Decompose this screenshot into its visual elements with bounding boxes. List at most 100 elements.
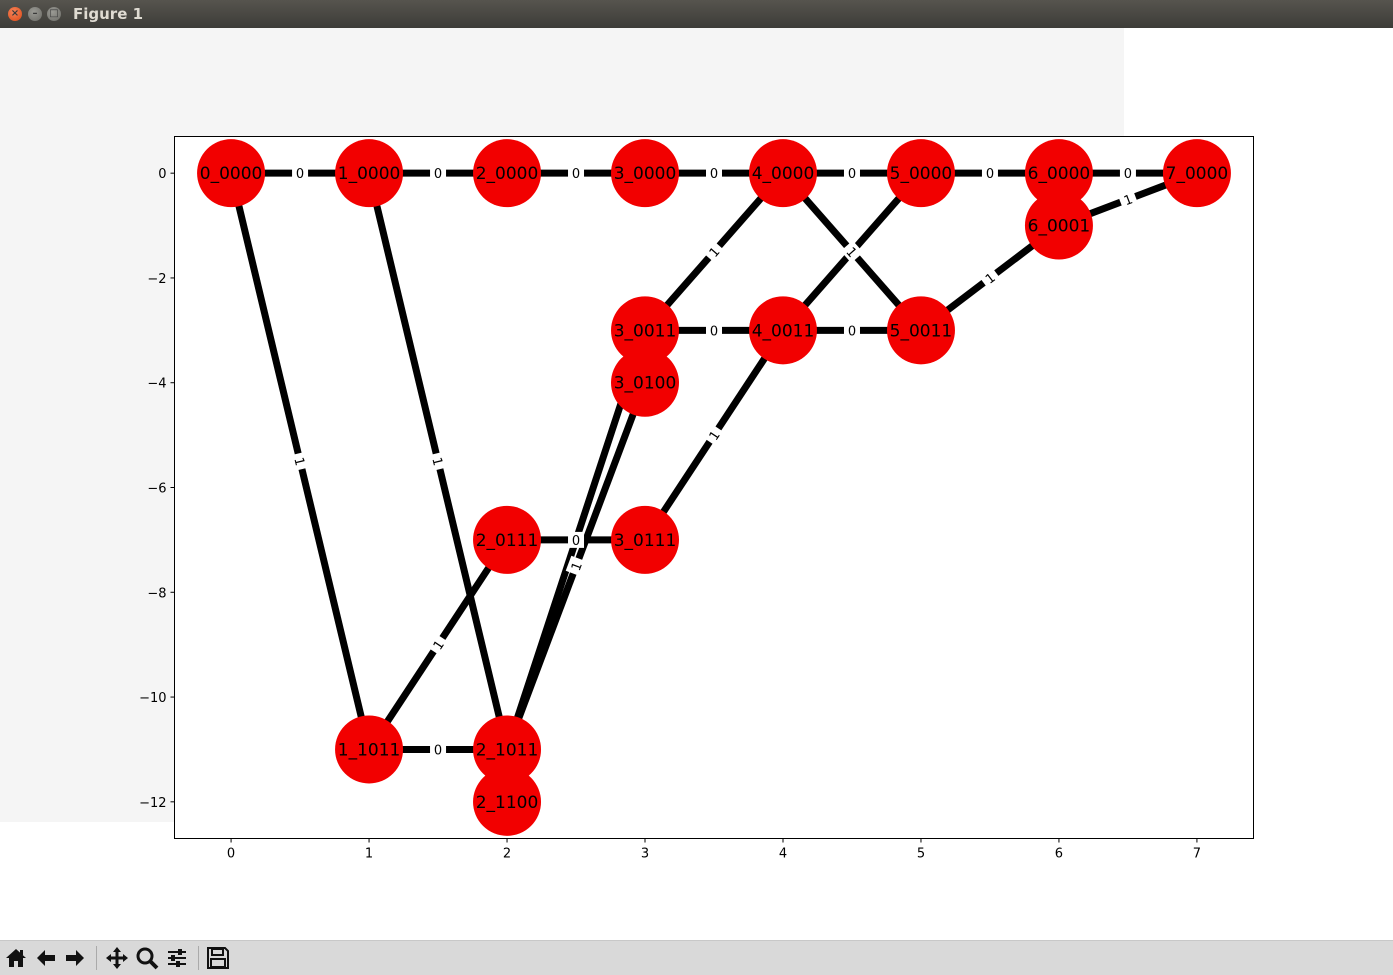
- configure-subplots-icon: [168, 949, 186, 967]
- x-tick-label: 2: [503, 847, 511, 862]
- edge-label-group: 0: [706, 322, 722, 339]
- graph-node: [473, 767, 542, 836]
- graph-node: [611, 505, 680, 574]
- network-graph-chart: 0 1 2 3 4 5 6 7 0 −2 −4 −6 −8 −10 −12 0 0 0 0 0 0 0 1 1 0 1 0 1 1 0 1…: [0, 28, 1254, 862]
- y-tick-label: −4: [147, 377, 166, 392]
- home-icon: [6, 949, 26, 967]
- edge-label-background: [843, 322, 860, 339]
- close-icon: ×: [10, 8, 20, 19]
- edge-label-group: 1: [565, 555, 587, 577]
- figure-canvas[interactable]: 0 1 2 3 4 5 6 7 0 −2 −4 −6 −8 −10 −12 0 0 0 0 0 0 0 1 1 0 1 0 1 1 0 1…: [0, 28, 1393, 940]
- node-label: 7_0000: [1166, 164, 1229, 184]
- y-tick-label: −2: [147, 272, 166, 287]
- node-label: 0_0000: [200, 164, 263, 184]
- edge-label-background: [706, 165, 722, 182]
- window-title: Figure 1: [73, 5, 144, 23]
- node-label: 6_0001: [1028, 217, 1091, 237]
- edge-label-group: 0: [430, 165, 447, 182]
- zoom-button[interactable]: [134, 945, 160, 971]
- edge-label-group: 0: [568, 531, 585, 549]
- edge-label: 0: [572, 167, 580, 182]
- node-label: 2_0111: [476, 531, 539, 551]
- edge-label-background: [428, 451, 448, 471]
- graph-edge-labels: 0 0 0 0 0 0 0 1 1 0 1 0 1 1 0 1 0 1 1 1: [290, 165, 1139, 758]
- graph-node: [197, 139, 266, 208]
- configure-subplots-button[interactable]: [164, 945, 190, 971]
- forward-button[interactable]: [62, 945, 88, 971]
- toolbar-separator: [198, 946, 199, 970]
- x-tick-label: 3: [641, 847, 649, 862]
- pan-button[interactable]: [104, 945, 130, 971]
- node-label: 2_1100: [476, 793, 539, 813]
- edge-label-background: [430, 165, 447, 182]
- edge-label: 0: [1124, 167, 1132, 182]
- edge-label-group: 1: [702, 240, 726, 264]
- node-label: 2_1011: [476, 740, 539, 760]
- graph-node: [748, 139, 817, 208]
- edge-label-background: [702, 424, 726, 447]
- graph-node: [748, 296, 817, 365]
- close-window-button[interactable]: ×: [8, 7, 22, 21]
- graph-node: [473, 139, 542, 208]
- edge-label-group: 0: [568, 165, 585, 182]
- edge-label-background: [1117, 189, 1139, 210]
- edge-label-group: 0: [430, 741, 447, 758]
- node-label: 3_0100: [614, 374, 677, 394]
- edge-label-background: [290, 451, 310, 471]
- graph-node: [611, 139, 680, 208]
- y-tick-label: −6: [147, 482, 166, 497]
- edge-label: 0: [434, 167, 442, 182]
- x-tick-label: 6: [1055, 847, 1063, 862]
- back-button[interactable]: [33, 945, 59, 971]
- edge-label-background: [706, 322, 722, 339]
- y-tick-label: 0: [158, 167, 166, 182]
- graph-node: [886, 296, 955, 365]
- node-label: 4_0011: [752, 321, 815, 341]
- window-titlebar: × – □ Figure 1: [0, 0, 1393, 28]
- edge-label: 0: [986, 167, 994, 182]
- graph-node: [611, 296, 680, 365]
- edge-label-background: [430, 741, 447, 758]
- home-button[interactable]: [3, 945, 29, 971]
- x-tick-label: 1: [365, 847, 373, 862]
- edge-label-group: 1: [1117, 189, 1139, 210]
- graph-node: [335, 715, 404, 784]
- edge-label: 0: [848, 324, 856, 339]
- y-tick-label: −12: [139, 796, 166, 811]
- graph-node: [473, 505, 542, 574]
- graph-nodes: 0_0000 1_0000 2_0000 3_0000 4_0000 5_0000 6_00…: [197, 139, 1231, 836]
- minimize-window-button[interactable]: –: [28, 7, 42, 21]
- node-label: 5_0000: [890, 164, 953, 184]
- graph-node: [1024, 191, 1093, 260]
- back-arrow-icon: [37, 950, 55, 966]
- maximize-window-button[interactable]: □: [47, 7, 61, 21]
- edge-label-group: 0: [843, 165, 860, 182]
- edge-label-background: [978, 266, 1002, 290]
- edge-label: 1: [290, 456, 307, 468]
- edge-label-group: 0: [1119, 165, 1136, 182]
- edge-label: 0: [572, 534, 580, 549]
- graph-node: [1162, 139, 1231, 208]
- node-label: 3_0111: [614, 531, 677, 551]
- edge-label-group: 1: [978, 266, 1002, 290]
- edge-label: 0: [434, 743, 442, 758]
- graph-node: [886, 139, 955, 208]
- node-label: 3_0000: [614, 164, 677, 184]
- axis-ticks: 0 1 2 3 4 5 6 7 0 −2 −4 −6 −8 −10 −12: [139, 167, 1201, 861]
- node-label: 1_0000: [338, 164, 401, 184]
- forward-arrow-icon: [66, 950, 84, 966]
- x-tick-label: 4: [779, 847, 787, 862]
- pan-icon: [106, 947, 128, 969]
- node-label: 3_0011: [614, 321, 677, 341]
- save-button[interactable]: [205, 945, 231, 971]
- edge-label-group: 0: [292, 165, 309, 182]
- edge-label-group: 1: [840, 240, 864, 264]
- maximize-icon: □: [49, 8, 59, 19]
- edge-label-background: [843, 165, 860, 182]
- node-label: 6_0000: [1028, 164, 1091, 184]
- x-tick-label: 7: [1193, 847, 1201, 862]
- graph-node: [473, 715, 542, 784]
- edge-label-background: [426, 633, 450, 656]
- save-icon: [207, 947, 229, 969]
- edge-label-group: 1: [426, 633, 450, 656]
